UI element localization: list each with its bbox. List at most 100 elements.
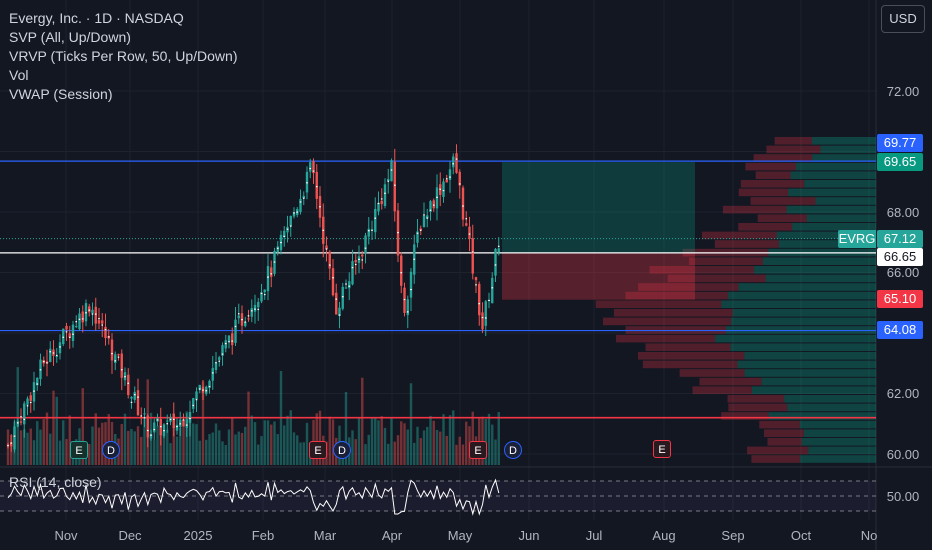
symbol-title[interactable]: Evergy, Inc. · 1D · NASDAQ bbox=[9, 10, 184, 26]
candle-body bbox=[227, 335, 231, 342]
vwap-point bbox=[380, 198, 383, 200]
profile-bar-down bbox=[689, 257, 763, 265]
volume-bar bbox=[244, 426, 247, 465]
profile-bar-down bbox=[763, 429, 804, 437]
profile-bar-down bbox=[738, 223, 793, 231]
earnings-icon[interactable]: E bbox=[309, 441, 327, 459]
volume-bar bbox=[367, 434, 370, 465]
profile-bar-down bbox=[638, 283, 739, 291]
candle-body bbox=[497, 248, 500, 253]
indicator-vrvp[interactable]: VRVP (Ticks Per Row, 50, Up/Down) bbox=[9, 48, 238, 64]
profile-bar-up bbox=[788, 188, 876, 197]
vwap-point bbox=[416, 232, 419, 234]
vwap-point bbox=[36, 383, 39, 385]
volume-bar bbox=[380, 416, 383, 465]
volume-bar bbox=[198, 440, 201, 465]
vwap-point bbox=[29, 401, 32, 404]
vwap-point bbox=[75, 321, 78, 323]
profile-bar-up bbox=[721, 300, 876, 308]
volume-bar bbox=[120, 424, 123, 465]
earnings-icon[interactable]: E bbox=[469, 441, 487, 459]
volume-bar bbox=[374, 417, 377, 465]
profile-bar-down bbox=[750, 197, 816, 205]
vwap-point bbox=[296, 211, 299, 213]
vwap-point bbox=[221, 353, 224, 355]
candle-body bbox=[140, 417, 143, 419]
volume-bar bbox=[162, 431, 166, 465]
vwap-point bbox=[159, 425, 162, 428]
vwap-point bbox=[137, 396, 139, 398]
volume-bar bbox=[39, 429, 42, 465]
candle-body bbox=[383, 184, 387, 206]
volume-bar bbox=[344, 392, 348, 465]
candle-body bbox=[494, 248, 497, 276]
volume-bar bbox=[487, 413, 491, 465]
volume-bar bbox=[387, 443, 390, 465]
candle-body bbox=[68, 333, 71, 338]
vwap-point bbox=[146, 429, 149, 432]
vwap-point bbox=[367, 230, 370, 232]
vwap-point bbox=[491, 287, 494, 289]
vwap-point bbox=[156, 419, 159, 421]
volume-bar bbox=[377, 420, 380, 465]
vwap-point bbox=[413, 258, 416, 260]
vwap-point bbox=[169, 418, 172, 421]
candle-body bbox=[484, 301, 487, 326]
vwap-point bbox=[81, 318, 84, 320]
vwap-point bbox=[39, 369, 42, 371]
candle-body bbox=[276, 246, 279, 253]
vwap-point bbox=[20, 416, 22, 418]
candle-body bbox=[172, 413, 175, 428]
candle-body bbox=[455, 153, 458, 173]
volume-bar bbox=[286, 415, 289, 465]
dividend-icon[interactable]: D bbox=[102, 441, 120, 459]
volume-bar bbox=[357, 417, 361, 465]
candle-body bbox=[36, 377, 39, 386]
volume-bar bbox=[491, 424, 494, 465]
volume-bar bbox=[413, 442, 416, 465]
dividend-icon[interactable]: D bbox=[504, 441, 522, 459]
vwap-point bbox=[104, 329, 107, 331]
volume-bar bbox=[179, 427, 182, 465]
profile-bar-up bbox=[804, 180, 876, 188]
profile-bar-up bbox=[776, 231, 876, 240]
vwap-point bbox=[150, 434, 152, 436]
candle-body bbox=[416, 231, 419, 243]
rsi-label[interactable]: RSI (14, close) bbox=[9, 474, 102, 490]
vwap-point bbox=[250, 310, 253, 312]
candle-body bbox=[192, 398, 195, 409]
profile-bar-up bbox=[744, 352, 876, 360]
volume-bar bbox=[409, 383, 413, 465]
vwap-point bbox=[107, 336, 110, 338]
indicator-vwap[interactable]: VWAP (Session) bbox=[9, 86, 113, 102]
vwap-point bbox=[163, 430, 165, 432]
profile-bar-down bbox=[625, 291, 729, 300]
volume-bar bbox=[354, 439, 357, 465]
x-tick: No bbox=[860, 528, 878, 543]
vwap-point bbox=[234, 325, 237, 328]
vwap-point bbox=[429, 209, 432, 211]
dividend-icon[interactable]: D bbox=[333, 441, 351, 459]
x-tick: Nov bbox=[54, 528, 78, 543]
indicator-svp[interactable]: SVP (All, Up/Down) bbox=[9, 29, 131, 45]
vwap-point bbox=[475, 284, 477, 286]
candle-body bbox=[244, 321, 247, 327]
indicator-vol[interactable]: Vol bbox=[9, 67, 29, 83]
vwap-point bbox=[387, 180, 390, 182]
candle-body bbox=[422, 215, 426, 228]
volume-bar bbox=[68, 415, 71, 465]
profile-bar-up bbox=[728, 291, 876, 300]
volume-bar bbox=[231, 418, 234, 465]
vwap-point bbox=[289, 225, 292, 227]
vwap-point bbox=[120, 369, 123, 371]
profile-bar-up bbox=[761, 377, 876, 386]
vwap-point bbox=[10, 442, 13, 444]
candle-body bbox=[312, 161, 315, 174]
horizontal-levels bbox=[0, 160, 876, 419]
earnings-icon[interactable]: E bbox=[653, 440, 671, 458]
vwap-point bbox=[228, 341, 230, 343]
currency-button[interactable]: USD bbox=[881, 5, 925, 33]
volume-bar bbox=[214, 423, 218, 465]
earnings-icon[interactable]: E bbox=[70, 441, 88, 459]
